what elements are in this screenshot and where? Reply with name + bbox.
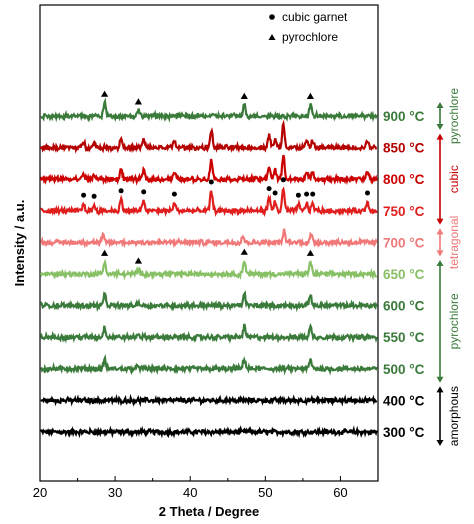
phase-label-amorphous: amorphous bbox=[447, 386, 461, 446]
phase-arrow-head-down bbox=[436, 218, 444, 225]
trace-750-c bbox=[40, 186, 378, 218]
triangle-marker-650-c-33-1 bbox=[134, 257, 142, 264]
phase-label-pyrochlore: pyrochlore bbox=[447, 293, 461, 349]
phase-annotation-pyrochlore-0: pyrochlore bbox=[436, 88, 461, 144]
phase-annotation-tetragonal-2: tetragonal bbox=[436, 216, 461, 269]
circle-marker-750-c-55-5 bbox=[304, 191, 310, 197]
triangle-marker-900-c-47-2 bbox=[240, 92, 248, 99]
phase-arrow-head-up bbox=[436, 133, 444, 140]
phase-arrow-head-up bbox=[436, 102, 444, 108]
circle-marker-750-c-33-8 bbox=[141, 189, 147, 195]
temp-label-600-c: 600 °C bbox=[383, 299, 425, 314]
circle-marker-750-c-42-8 bbox=[208, 179, 214, 185]
phase-annotation-pyrochlore-3: pyrochlore bbox=[436, 260, 461, 383]
x-tick-label-60: 60 bbox=[333, 485, 347, 500]
phase-annotation-amorphous-4: amorphous bbox=[436, 386, 461, 446]
temp-label-900-c: 900 °C bbox=[383, 109, 425, 124]
trace-550-c bbox=[39, 322, 378, 344]
peak-marker-group bbox=[81, 90, 370, 264]
x-tick-label-20: 20 bbox=[33, 485, 47, 500]
phase-arrow-head-down bbox=[436, 124, 444, 130]
circle-marker-750-c-54-4 bbox=[295, 192, 301, 198]
phase-arrow-head-down bbox=[436, 376, 444, 383]
trace-400-c bbox=[40, 393, 378, 408]
x-tick-label-30: 30 bbox=[108, 485, 122, 500]
trace-650-c bbox=[39, 258, 378, 281]
circle-marker-750-c-51-3 bbox=[272, 190, 278, 196]
temp-label-300-c: 300 °C bbox=[383, 425, 425, 440]
circle-marker-750-c-27-2 bbox=[91, 193, 97, 199]
phase-arrow-head-down bbox=[436, 250, 444, 257]
temp-label-750-c: 750 °C bbox=[383, 204, 425, 219]
triangle-marker-900-c-33-1 bbox=[134, 98, 142, 105]
circle-marker-750-c-52-4 bbox=[280, 177, 286, 183]
trace-850-c bbox=[39, 119, 378, 154]
legend-circle-marker bbox=[269, 14, 275, 20]
legend-label-cubic-garnet: cubic garnet bbox=[282, 10, 348, 24]
y-axis-label: Intensity / a.u. bbox=[12, 200, 27, 287]
phase-label-tetragonal: tetragonal bbox=[447, 216, 461, 269]
legend-label-pyrochlore: pyrochlore bbox=[282, 30, 338, 44]
x-tick-label-50: 50 bbox=[258, 485, 272, 500]
temp-label-700-c: 700 °C bbox=[383, 235, 425, 250]
trace-900-c bbox=[40, 97, 378, 123]
trace-300-c bbox=[39, 425, 378, 439]
phase-arrow-head-up bbox=[436, 228, 444, 235]
temperature-labels: 300 °C 400 °C 500 °C 550 °C 600 °C 650 °C 700 … bbox=[383, 109, 425, 440]
trace-group bbox=[39, 97, 378, 439]
phase-label-pyrochlore: pyrochlore bbox=[447, 88, 461, 144]
phase-label-cubic: cubic bbox=[447, 165, 461, 193]
circle-marker-750-c-63-6 bbox=[365, 190, 370, 196]
triangle-marker-650-c-56 bbox=[306, 249, 314, 256]
phase-arrow-head-up bbox=[436, 386, 444, 393]
trace-700-c bbox=[40, 228, 378, 249]
trace-800-c bbox=[39, 154, 378, 186]
plot-frame bbox=[39, 4, 379, 482]
phase-arrow-head-up bbox=[436, 260, 444, 266]
circle-marker-750-c-30-8 bbox=[118, 188, 124, 194]
circle-marker-750-c-25-8 bbox=[81, 192, 87, 198]
triangle-marker-650-c-28-6 bbox=[101, 249, 109, 256]
temp-label-850-c: 850 °C bbox=[383, 141, 425, 156]
trace-600-c bbox=[39, 290, 378, 313]
triangle-marker-900-c-56 bbox=[306, 92, 314, 99]
triangle-marker-650-c-47-2 bbox=[240, 248, 248, 255]
temp-label-650-c: 650 °C bbox=[383, 267, 425, 282]
phase-arrow-head-down bbox=[436, 440, 444, 446]
temp-label-550-c: 550 °C bbox=[383, 330, 425, 345]
legend-triangle-marker bbox=[268, 34, 276, 40]
temp-label-500-c: 500 °C bbox=[383, 362, 425, 377]
circle-marker-750-c-50-5 bbox=[266, 186, 272, 192]
phase-annotations: pyrochlore cubic tetragonal pyrochlore amorp… bbox=[436, 88, 461, 446]
temp-label-400-c: 400 °C bbox=[383, 393, 425, 408]
trace-500-c bbox=[40, 353, 378, 376]
circle-marker-750-c-56-3 bbox=[310, 191, 316, 197]
legend: cubic garnet pyrochlore bbox=[268, 10, 348, 44]
phase-annotation-cubic-1: cubic bbox=[436, 133, 461, 225]
x-axis-ticks: 20 30 40 50 60 bbox=[33, 476, 348, 500]
circle-marker-750-c-37-9 bbox=[171, 191, 177, 197]
x-tick-label-40: 40 bbox=[183, 485, 197, 500]
triangle-marker-900-c-28-6 bbox=[101, 90, 109, 97]
x-axis-label: 2 Theta / Degree bbox=[159, 504, 259, 519]
temp-label-800-c: 800 °C bbox=[383, 172, 425, 187]
